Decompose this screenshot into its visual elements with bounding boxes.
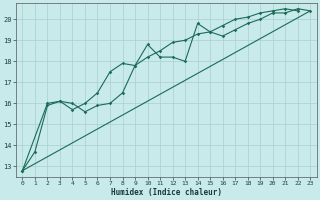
X-axis label: Humidex (Indice chaleur): Humidex (Indice chaleur) xyxy=(111,188,222,197)
